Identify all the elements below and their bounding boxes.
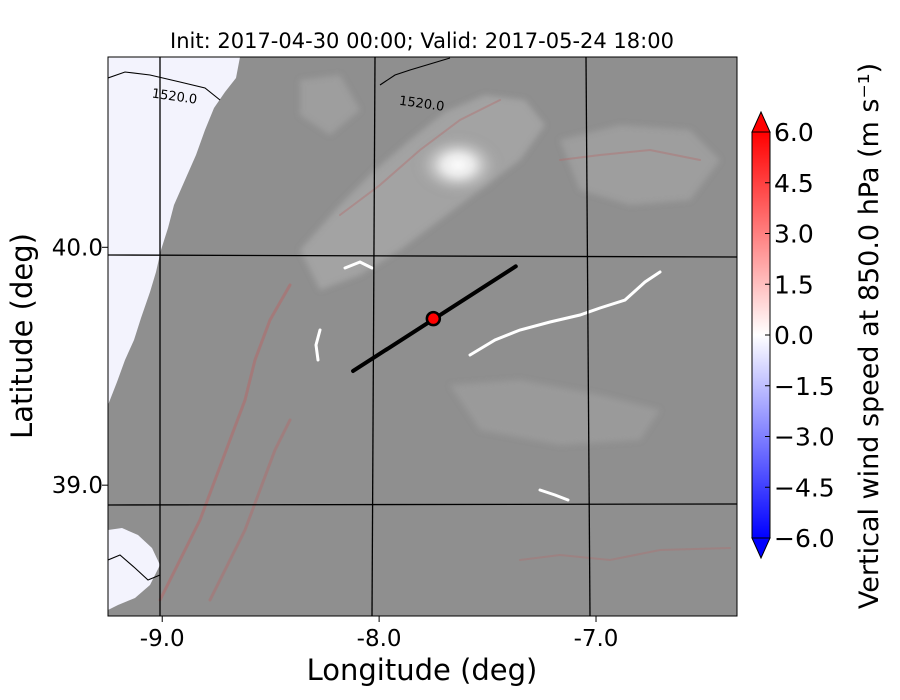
y-axis-ticks: 39.0 40.0 (52, 235, 108, 499)
contour-label: 1520.0 (398, 94, 445, 115)
colorbar-tick-label: 3.0 (774, 220, 814, 249)
ocean-region-south (108, 528, 160, 610)
grid-lines (108, 57, 737, 616)
contour-labels: 1520.0 1520.0 (151, 87, 445, 115)
y-tick-label: 39.0 (52, 473, 103, 499)
x-axis-label: Longitude (deg) (307, 653, 538, 687)
colorbar-ticks: 6.0 4.5 3.0 1.5 0.0 −1.5 −3.0 −4.5 −6.0 (765, 118, 835, 553)
contour-label: 1520.0 (151, 87, 198, 108)
x-axis-ticks: -9.0 -8.0 -7.0 (140, 616, 619, 652)
colorbar: 6.0 4.5 3.0 1.5 0.0 −1.5 −3.0 −4.5 −6.0 (751, 110, 835, 560)
colorbar-tick-label: 4.5 (774, 169, 814, 198)
location-marker (425, 310, 442, 327)
rivers (314, 260, 662, 502)
ocean-region (108, 57, 240, 405)
colorbar-label: Vertical wind speed at 850.0 hPa (m s⁻¹) (854, 63, 885, 609)
x-tick-label: -8.0 (357, 626, 402, 652)
plot-frame (107, 56, 738, 617)
x-tick-label: -7.0 (574, 626, 619, 652)
y-tick-label: 40.0 (52, 235, 103, 261)
colorbar-tick-label: −4.5 (774, 473, 835, 502)
plot-area: 1520.0 1520.0 (108, 57, 737, 616)
colorbar-tick-label: −6.0 (774, 524, 835, 553)
colorbar-tick-label: 0.0 (774, 321, 814, 350)
colorbar-tick-label: 1.5 (774, 270, 814, 299)
colorbar-extend-max (751, 110, 771, 133)
wind-streaks (158, 99, 731, 602)
contour-lines (108, 57, 451, 581)
colorbar-tick-label: 6.0 (774, 118, 814, 147)
y-axis-label: Latitude (deg) (5, 233, 39, 439)
terrain-ridges (300, 75, 720, 445)
colorbar-extend-min (751, 537, 771, 560)
chart-title: Init: 2017-04-30 00:00; Valid: 2017-05-2… (170, 29, 674, 53)
colorbar-tick-label: −3.0 (774, 423, 835, 452)
x-tick-label: -9.0 (140, 626, 185, 652)
colorbar-tick-label: −1.5 (774, 372, 835, 401)
